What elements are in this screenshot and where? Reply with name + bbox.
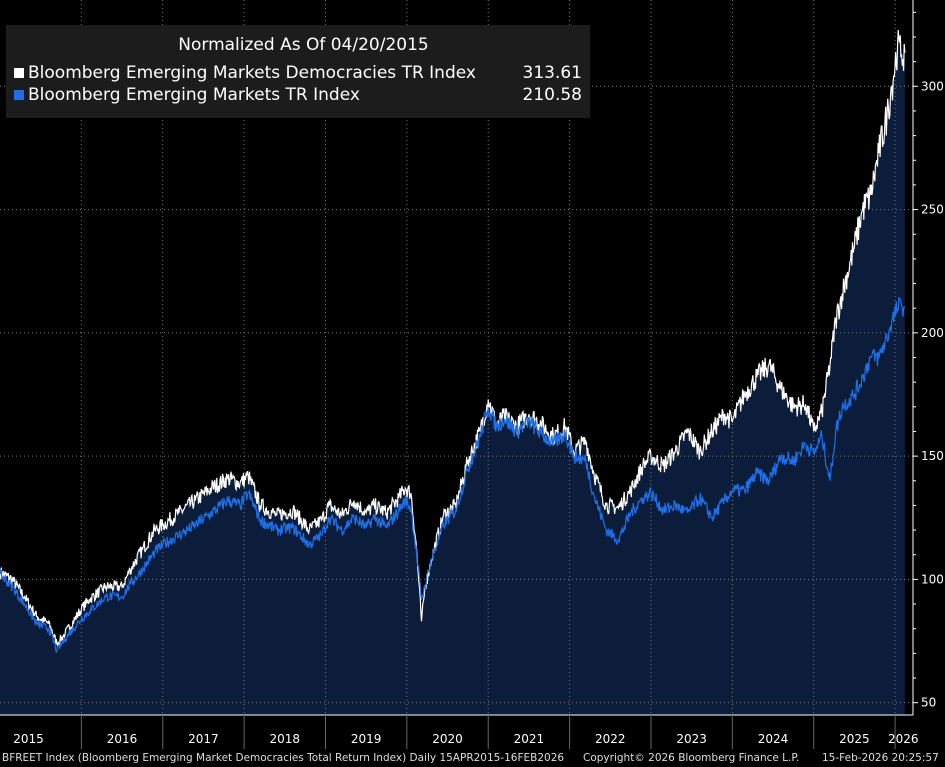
- legend-item-democracies: Bloomberg Emerging Markets Democracies T…: [14, 63, 582, 85]
- legend-series-value: 210.58: [522, 85, 582, 105]
- x-tick-label: 2016: [107, 732, 138, 746]
- x-tick-label: 2023: [676, 732, 707, 746]
- legend-item-em: Bloomberg Emerging Markets TR Index 210.…: [14, 85, 582, 107]
- legend-swatch-white: [14, 68, 24, 78]
- legend-swatch-blue: [14, 90, 24, 100]
- y-tick-label: 200: [921, 326, 944, 340]
- y-tick-label: 250: [921, 203, 944, 217]
- legend-series-name: Bloomberg Emerging Markets Democracies T…: [28, 63, 476, 83]
- x-tick-label: 2026: [888, 732, 919, 746]
- x-tick-label: 2015: [13, 732, 44, 746]
- y-tick-label: 150: [921, 449, 944, 463]
- legend-title: Normalized As Of 04/20/2015: [178, 35, 429, 55]
- area-layer: [0, 30, 905, 715]
- x-tick-label: 2022: [595, 732, 626, 746]
- legend-series-value: 313.61: [522, 63, 582, 83]
- footer-copyright: Copyright© 2026 Bloomberg Finance L.P.: [583, 752, 800, 764]
- legend: Normalized As Of 04/20/2015 Bloomberg Em…: [6, 25, 590, 118]
- y-tick-label: 300: [921, 79, 944, 93]
- axis-layer: 50 100 150 200 250 300 2015 2016 2017 2018 2019 202…: [0, 0, 944, 751]
- x-axis-band: [0, 716, 913, 751]
- x-tick-label: 2019: [351, 732, 382, 746]
- x-tick-label: 2025: [839, 732, 870, 746]
- footer-timestamp: 15-Feb-2026 20:25:57: [822, 752, 939, 764]
- line-layer: [0, 29, 906, 654]
- y-tick-label: 50: [921, 696, 936, 710]
- legend-series-name: Bloomberg Emerging Markets TR Index: [28, 85, 360, 105]
- series-line-democracies: [0, 29, 906, 647]
- x-tick-label: 2017: [188, 732, 219, 746]
- y-tick-label: 100: [921, 572, 944, 586]
- footer-description: BFREET Index (Bloomberg Emerging Market …: [2, 752, 565, 764]
- x-tick-label: 2018: [270, 732, 301, 746]
- x-tick-label: 2024: [758, 732, 789, 746]
- footer: BFREET Index (Bloomberg Emerging Market …: [0, 751, 945, 767]
- area-fill: [0, 30, 905, 715]
- series-line-em: [0, 296, 905, 654]
- x-tick-label: 2021: [514, 732, 545, 746]
- x-tick-label: 2020: [432, 732, 463, 746]
